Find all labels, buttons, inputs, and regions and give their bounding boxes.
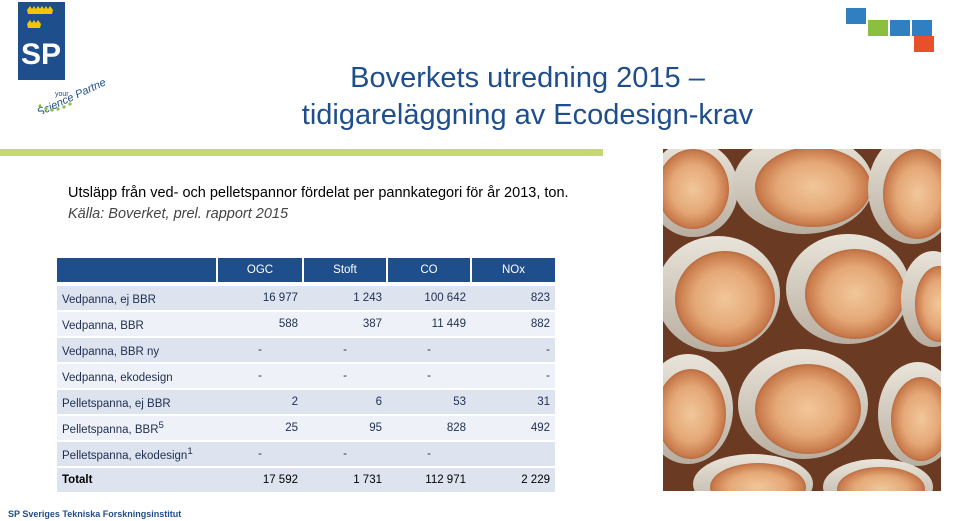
logo-tagline-small: your xyxy=(55,91,69,98)
cell-ogc: - xyxy=(217,441,303,468)
cell-nox: 882 xyxy=(471,311,555,338)
header-ogc: OGC xyxy=(217,258,304,282)
caption-source: Källa: Boverket, prel. rapport 2015 xyxy=(68,206,289,222)
cell-nox: - xyxy=(471,337,555,364)
table-row: Vedpanna, ekodesign - - - - xyxy=(57,363,555,390)
header-empty xyxy=(57,258,218,282)
row-label: Pelletspanna, BBR5 xyxy=(57,415,217,442)
table-row: Pelletspanna, ekodesign1 - - - xyxy=(57,441,555,468)
logo-dots-icon xyxy=(38,102,72,112)
cell-stoft: 387 xyxy=(303,311,387,338)
cell-co: 11 449 xyxy=(387,311,471,338)
table-caption: Utsläpp från ved- och pelletspannor förd… xyxy=(68,183,588,225)
cell-ogc: - xyxy=(217,363,303,390)
row-label: Vedpanna, ej BBR xyxy=(57,285,217,312)
table-row: Pelletspanna, BBR5 25 95 828 492 xyxy=(57,415,555,442)
title-line-2: tidigareläggning av Ecodesign-krav xyxy=(301,99,754,131)
cell-nox xyxy=(471,441,555,468)
cell-ogc: 2 xyxy=(217,389,303,416)
cell-nox: - xyxy=(471,363,555,390)
total-co: 112 971 xyxy=(387,467,471,494)
table-total-row: Totalt 17 592 1 731 112 971 2 229 xyxy=(57,467,555,494)
cell-co: - xyxy=(387,441,471,468)
cell-ogc: 588 xyxy=(217,311,303,338)
deco-square-orange xyxy=(914,36,934,52)
footer-organization: SP Sveriges Tekniska Forskningsinstitut xyxy=(8,509,182,519)
emissions-table: OGC Stoft CO NOx Vedpanna, ej BBR 16 977… xyxy=(57,258,555,494)
cell-co: - xyxy=(387,337,471,364)
cell-stoft: 95 xyxy=(303,415,387,442)
cell-nox: 31 xyxy=(471,389,555,416)
cell-co: - xyxy=(387,363,471,390)
table-header-row: OGC Stoft CO NOx xyxy=(57,258,555,282)
deco-square-green xyxy=(868,20,888,36)
cell-co: 100 642 xyxy=(387,285,471,312)
total-stoft: 1 731 xyxy=(303,467,387,494)
cell-stoft: - xyxy=(303,337,387,364)
caption-main: Utsläpp från ved- och pelletspannor förd… xyxy=(68,185,569,201)
log-stack-icon xyxy=(663,149,941,491)
cell-ogc: 25 xyxy=(217,415,303,442)
row-label: Pelletspanna, ej BBR xyxy=(57,389,217,416)
total-label: Totalt xyxy=(57,467,217,494)
cell-stoft: - xyxy=(303,441,387,468)
header-co: CO xyxy=(387,258,472,282)
firewood-photo xyxy=(663,149,941,491)
sp-logo: SP your Science Partner xyxy=(18,2,105,114)
logo-shield xyxy=(18,2,65,80)
cell-co: 828 xyxy=(387,415,471,442)
row-label: Vedpanna, BBR ny xyxy=(57,337,217,364)
table-row: Pelletspanna, ej BBR 2 6 53 31 xyxy=(57,389,555,416)
table-row: Vedpanna, BBR 588 387 11 449 882 xyxy=(57,311,555,338)
deco-square-blue-3 xyxy=(912,20,932,36)
total-ogc: 17 592 xyxy=(217,467,303,494)
cell-ogc: - xyxy=(217,337,303,364)
deco-square-blue-2 xyxy=(890,20,910,36)
total-nox: 2 229 xyxy=(471,467,555,494)
header-nox: NOx xyxy=(471,258,555,282)
row-label: Vedpanna, BBR xyxy=(57,311,217,338)
row-label: Vedpanna, ekodesign xyxy=(57,363,217,390)
green-divider xyxy=(0,149,603,156)
table-row: Vedpanna, BBR ny - - - - xyxy=(57,337,555,364)
title-line-1: Boverkets utredning 2015 – xyxy=(350,62,705,94)
cell-nox: 823 xyxy=(471,285,555,312)
cell-stoft: 1 243 xyxy=(303,285,387,312)
cell-nox: 492 xyxy=(471,415,555,442)
cell-stoft: - xyxy=(303,363,387,390)
row-label: Pelletspanna, ekodesign1 xyxy=(57,441,217,468)
crown-icon xyxy=(27,6,53,28)
cell-ogc: 16 977 xyxy=(217,285,303,312)
cell-co: 53 xyxy=(387,389,471,416)
header-stoft: Stoft xyxy=(303,258,388,282)
deco-square-blue-1 xyxy=(846,8,866,24)
cell-stoft: 6 xyxy=(303,389,387,416)
slide-title: Boverkets utredning 2015 – tidigareläggn… xyxy=(300,60,755,134)
logo-letters: SP xyxy=(21,38,61,71)
table-row: Vedpanna, ej BBR 16 977 1 243 100 642 82… xyxy=(57,285,555,312)
